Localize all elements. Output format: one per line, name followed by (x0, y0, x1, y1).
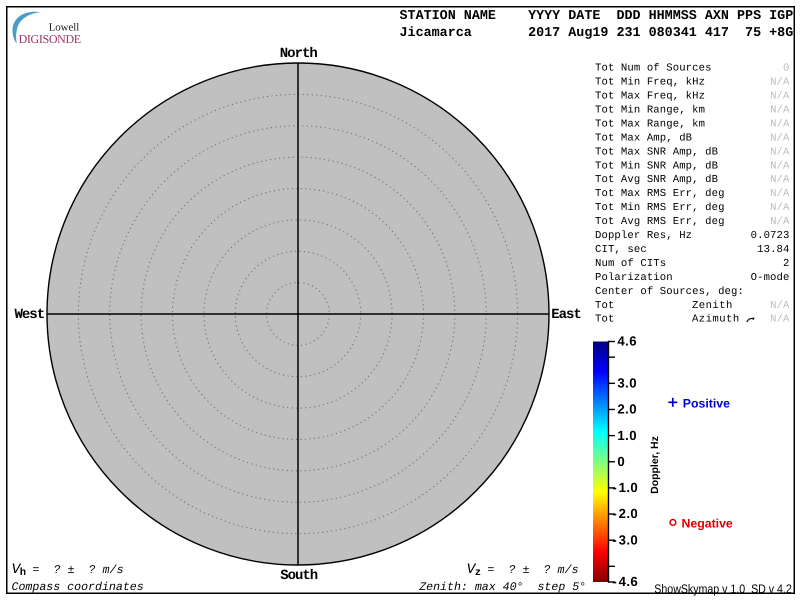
svg-text:Positive: Positive (683, 397, 730, 411)
svg-text:0: 0 (617, 454, 625, 469)
svg-text:Tot Min SNR Amp, dB: Tot Min SNR Amp, dB (595, 160, 718, 172)
svg-text:N/A: N/A (770, 91, 790, 103)
svg-text:Doppler Res, Hz: Doppler Res, Hz (595, 230, 692, 242)
svg-text:3.0: 3.0 (617, 376, 637, 391)
svg-text:Tot Min RMS Err, deg: Tot Min RMS Err, deg (595, 202, 725, 214)
svg-text:Tot Min Range, km: Tot Min Range, km (595, 104, 705, 116)
svg-text:N/A: N/A (770, 314, 790, 326)
svg-text:Tot Avg SNR Amp, dB: Tot Avg SNR Amp, dB (595, 174, 718, 186)
svg-text:Tot Max Range, km: Tot Max Range, km (595, 118, 705, 130)
svg-text:N/A: N/A (770, 77, 790, 89)
svg-text:N/A: N/A (770, 146, 790, 158)
svg-text:Tot Max Amp, dB: Tot Max Amp, dB (595, 132, 692, 144)
svg-text:East: East (551, 307, 581, 323)
svg-text:Polarization: Polarization (595, 272, 673, 284)
svg-text:South: South (280, 568, 318, 584)
svg-text:CIT, sec: CIT, sec (595, 244, 647, 256)
svg-text:4.6: 4.6 (619, 574, 639, 589)
svg-text:Tot Min Freq, kHz: Tot Min Freq, kHz (595, 77, 705, 89)
svg-text:N/A: N/A (770, 188, 790, 200)
svg-text:-: - (612, 506, 616, 521)
svg-text:Zenith: Zenith (692, 300, 733, 312)
svg-text:Tot Max Freq, kHz: Tot Max Freq, kHz (595, 91, 705, 103)
svg-text:West: West (14, 307, 44, 323)
svg-text:Lowell: Lowell (49, 22, 80, 34)
svg-text:h: h (20, 567, 26, 579)
svg-text:N/A: N/A (770, 132, 790, 144)
svg-text:ShowSkymap v 1.0 SD v 4.2: ShowSkymap v 1.0 SD v 4.2 (654, 582, 792, 596)
svg-text:N/A: N/A (770, 160, 790, 172)
svg-text:Tot Avg RMS Err, deg: Tot Avg RMS Err, deg (595, 216, 725, 228)
svg-text:V: V (12, 562, 22, 578)
svg-text:Doppler, Hz: Doppler, Hz (649, 436, 661, 494)
svg-text:2.0: 2.0 (619, 506, 639, 521)
svg-text:Tot Max RMS Err, deg: Tot Max RMS Err, deg (595, 188, 725, 200)
svg-text:Negative: Negative (682, 517, 733, 531)
svg-text:N/A: N/A (770, 300, 790, 312)
svg-text:Jicamarca 2017 Aug19 231: Jicamarca 2017 Aug19 231 080341 417 75 +… (400, 26, 794, 41)
svg-text:z: z (475, 567, 481, 579)
svg-text:= ? ± ? m/s: = ? ± ? m/s (25, 563, 123, 577)
svg-text:Center of Sources, deg:: Center of Sources, deg: (595, 286, 744, 298)
svg-text:Azimuth: Azimuth (692, 314, 740, 326)
svg-text:1.0: 1.0 (617, 428, 637, 443)
svg-text:3.0: 3.0 (619, 532, 639, 547)
svg-text:N/A: N/A (770, 216, 790, 228)
svg-text:N/A: N/A (770, 174, 790, 186)
svg-text:1.0: 1.0 (619, 480, 639, 495)
svg-text:Compass coordinates: Compass coordinates (12, 581, 144, 594)
svg-text:0: 0 (783, 63, 789, 75)
svg-text:N/A: N/A (770, 118, 790, 130)
svg-text:Tot Max SNR Amp, dB: Tot Max SNR Amp, dB (595, 146, 718, 158)
svg-text:STATION NAME YYYY DATE DDD: STATION NAME YYYY DATE DDD HHMMSS AXN PP… (400, 9, 794, 24)
svg-text:Tot: Tot (595, 314, 614, 326)
svg-text:0.0723: 0.0723 (751, 230, 790, 242)
svg-text:2.0: 2.0 (617, 402, 637, 417)
svg-text:N/A: N/A (770, 202, 790, 214)
svg-text:Tot: Tot (595, 300, 614, 312)
svg-text:Zenith: max 40° step 5°: Zenith: max 40° step 5° (418, 581, 586, 594)
svg-text:N/A: N/A (770, 104, 790, 116)
svg-text:North: North (280, 46, 318, 62)
svg-text:-: - (612, 574, 616, 589)
svg-text:DIGISONDE: DIGISONDE (19, 32, 81, 46)
svg-text:-: - (612, 480, 616, 495)
svg-text:Tot Num of Sources: Tot Num of Sources (595, 63, 712, 75)
svg-text:V: V (467, 562, 477, 578)
svg-text:O-mode: O-mode (751, 272, 790, 284)
svg-text:13.84: 13.84 (757, 244, 789, 256)
svg-text:= ? ± ? m/s: = ? ± ? m/s (480, 563, 578, 577)
svg-text:4.6: 4.6 (617, 334, 637, 349)
svg-text:Num of CITs: Num of CITs (595, 258, 666, 270)
svg-text:-: - (612, 532, 616, 547)
svg-text:2: 2 (783, 258, 789, 270)
